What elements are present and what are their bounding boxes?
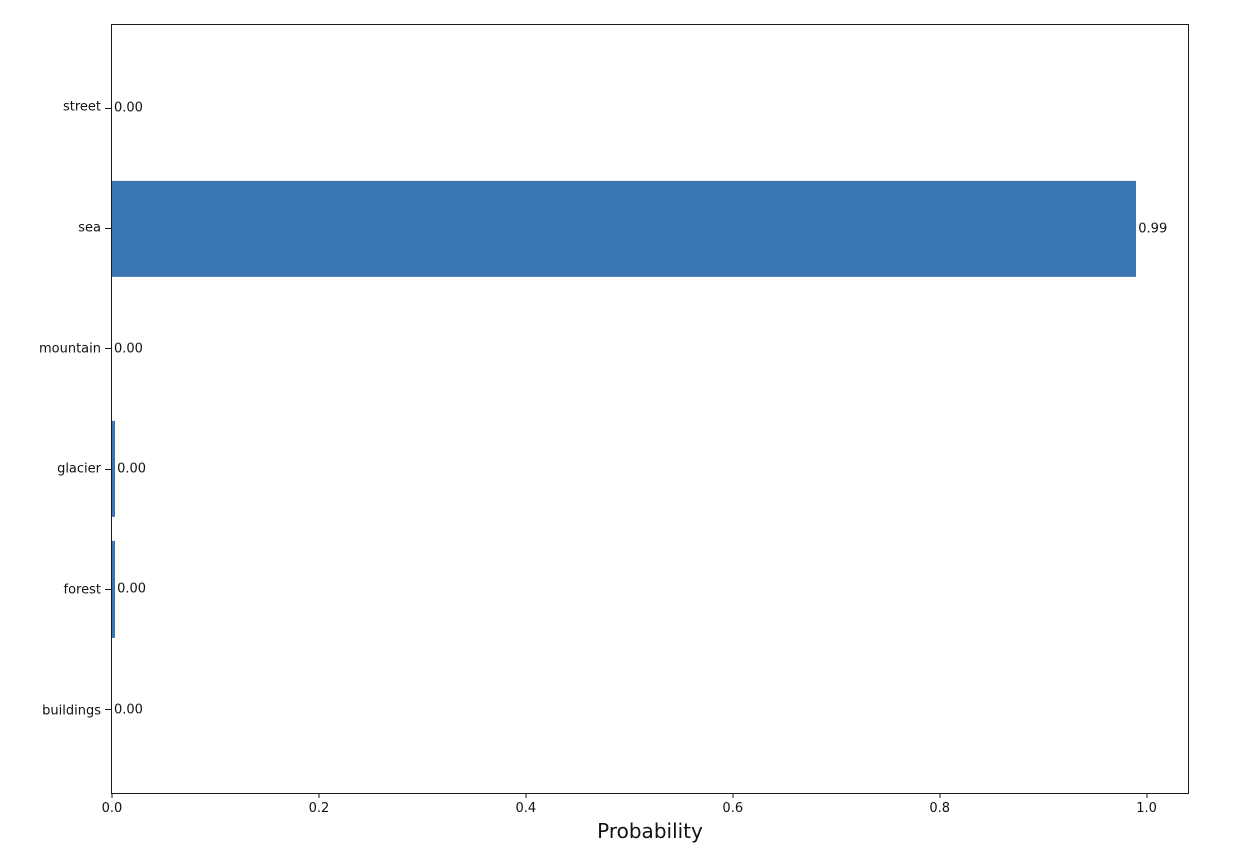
x-tick-0.6 [732,793,734,798]
x-axis-title: Probability [597,819,703,843]
value-label-sea: 0.99 [1138,221,1168,236]
x-tick-0.2 [318,793,320,798]
x-tick-0.0 [111,793,113,798]
value-label-glacier: 0.00 [117,461,147,477]
y-tick-sea [105,228,112,229]
x-tick-0.8 [939,793,941,798]
bar-forest [112,541,116,638]
plot-area: 0.00 0.99 0.00 0.00 0.00 0.00 0.0 0.2 0.4 0.6 0.8 1… [102,24,1189,841]
bar-glacier [112,421,116,518]
category-label-mountain: mountain [38,341,101,357]
category-label-street: street [62,99,101,115]
x-tick-label-0.2: 0.2 [308,801,330,816]
x-tick-label-0.0: 0.0 [101,801,123,816]
y-tick-buildings [105,709,112,711]
x-tick-0.4 [525,793,527,798]
x-tick-1.0 [1146,793,1148,798]
x-tick-label-1.0: 1.0 [1136,801,1157,816]
category-label-sea: sea [78,220,101,236]
category-label-glacier: glacier [57,461,101,477]
value-label-forest: 0.00 [117,581,147,597]
y-tick-mountain [105,348,112,350]
value-label-street: 0.00 [114,100,143,116]
y-tick-glacier [105,468,112,470]
x-tick-label-0.6: 0.6 [722,801,744,816]
value-label-mountain: 0.00 [114,341,143,357]
x-tick-label-0.4: 0.4 [515,801,537,816]
category-label-buildings: buildings [42,703,101,719]
bar-sea [112,180,1137,277]
y-tick-street [105,107,112,109]
category-label-forest: forest [63,582,101,598]
x-tick-label-0.8: 0.8 [929,801,951,816]
y-tick-forest [105,588,112,590]
value-label-buildings: 0.00 [114,702,143,718]
